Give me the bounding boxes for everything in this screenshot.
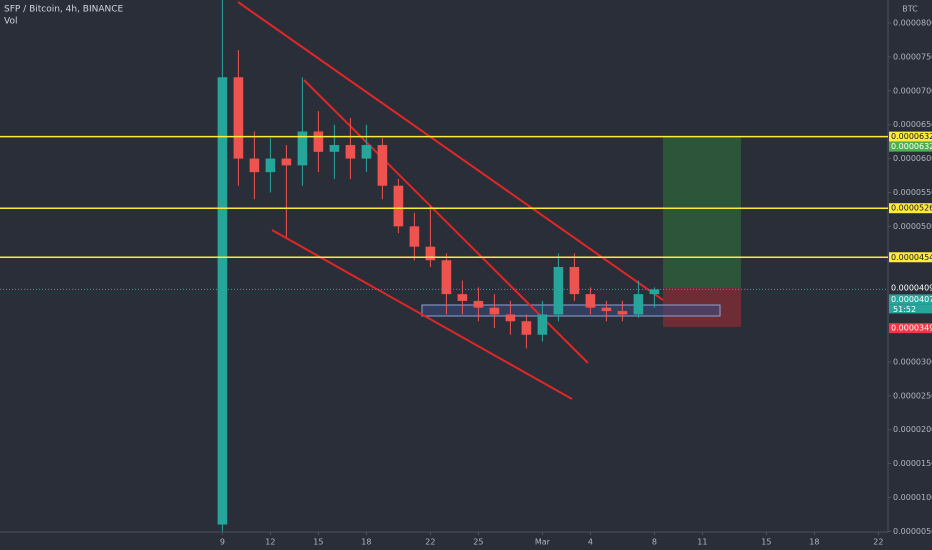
candle-body xyxy=(345,145,356,159)
candle-body xyxy=(537,314,548,335)
candle-body xyxy=(425,246,436,261)
x-tick-label: 8 xyxy=(652,538,657,547)
candle-body xyxy=(457,294,468,301)
price-tag-label: 0.00004091 xyxy=(891,283,932,292)
x-tick-label: 12 xyxy=(265,538,275,547)
candle-body xyxy=(585,294,596,308)
candle-body xyxy=(313,131,324,152)
candle-body xyxy=(617,311,628,315)
candle-body xyxy=(361,145,372,159)
candle-body xyxy=(441,260,452,295)
y-tick-label: 0.00006000 xyxy=(893,154,932,163)
candle-body xyxy=(633,294,644,315)
candle-body xyxy=(601,307,612,312)
x-tick-label: 11 xyxy=(697,538,707,547)
price-tag xyxy=(889,323,932,334)
price-tag xyxy=(889,294,932,305)
axis-unit: BTC xyxy=(902,5,918,14)
price-tag-label: 0.00006324 xyxy=(891,142,932,151)
y-tick-label: 0.00005000 xyxy=(893,222,932,231)
price-tag xyxy=(889,141,932,152)
y-tick-label: 0.00006500 xyxy=(893,120,932,129)
candle-body xyxy=(489,307,500,315)
x-tick-label: 4 xyxy=(588,538,593,547)
x-tick-label: Mar xyxy=(535,538,551,547)
y-tick-label: 0.00007000 xyxy=(893,86,932,95)
candle-body xyxy=(569,267,580,295)
candle-body xyxy=(393,185,404,227)
candle-body xyxy=(297,131,308,166)
price-tag-label: 0.00004544 xyxy=(891,253,932,262)
candle-body xyxy=(409,226,420,247)
trend-line xyxy=(237,1,664,301)
price-axis xyxy=(888,0,932,550)
x-tick-label: 25 xyxy=(473,538,483,547)
y-tick-label: 0.00007500 xyxy=(893,52,932,61)
y-tick-label: 0.00001500 xyxy=(893,459,932,468)
candle-body xyxy=(329,145,340,152)
candle-body xyxy=(249,158,260,173)
price-tag xyxy=(889,282,932,293)
y-tick-label: 0.00003000 xyxy=(893,357,932,366)
price-tag xyxy=(889,203,932,214)
candle-body xyxy=(473,300,484,308)
candle-body xyxy=(265,158,276,173)
price-tag-label: 0.00005268 xyxy=(891,204,932,213)
y-tick-label: 0.00001000 xyxy=(893,493,932,502)
candle-body xyxy=(521,321,532,335)
y-tick-label: 0.00008000 xyxy=(893,19,932,28)
candle-body xyxy=(233,77,244,159)
candle-body xyxy=(553,267,564,315)
drawings xyxy=(237,1,741,400)
y-tick-label: 0.00005500 xyxy=(893,188,932,197)
x-tick-label: 22 xyxy=(873,538,883,547)
x-tick-label: 18 xyxy=(809,538,819,547)
chart-title: SFP / Bitcoin, 4h, BINANCE xyxy=(4,5,124,15)
candle-body xyxy=(649,289,660,295)
price-tag xyxy=(889,131,932,142)
x-tick-label: 15 xyxy=(313,538,323,547)
candle-body xyxy=(217,77,228,525)
price-tag-label: 0.00006324 xyxy=(891,132,932,141)
legend: Vol xyxy=(4,17,17,27)
price-tag-label: 0.00004070 xyxy=(891,295,932,304)
y-tick-label: 0.00000500 xyxy=(893,527,932,536)
countdown-bg xyxy=(889,304,932,314)
candle-body xyxy=(505,314,516,322)
x-tick-label: 18 xyxy=(361,538,371,547)
candle-body xyxy=(377,145,388,186)
x-tick-label: 9 xyxy=(220,538,225,547)
y-tick-label: 0.00002500 xyxy=(893,391,932,400)
y-tick-label: 0.00002000 xyxy=(893,425,932,434)
price-tag xyxy=(889,252,932,263)
candle-body xyxy=(281,158,292,166)
price-tag-label: 0.00003498 xyxy=(891,324,932,333)
countdown: 51:52 xyxy=(893,305,916,314)
x-tick-label: 15 xyxy=(761,538,771,547)
profit-zone xyxy=(663,137,741,288)
support-box xyxy=(421,304,721,317)
x-tick-label: 22 xyxy=(425,538,435,547)
trend-line xyxy=(271,229,573,400)
